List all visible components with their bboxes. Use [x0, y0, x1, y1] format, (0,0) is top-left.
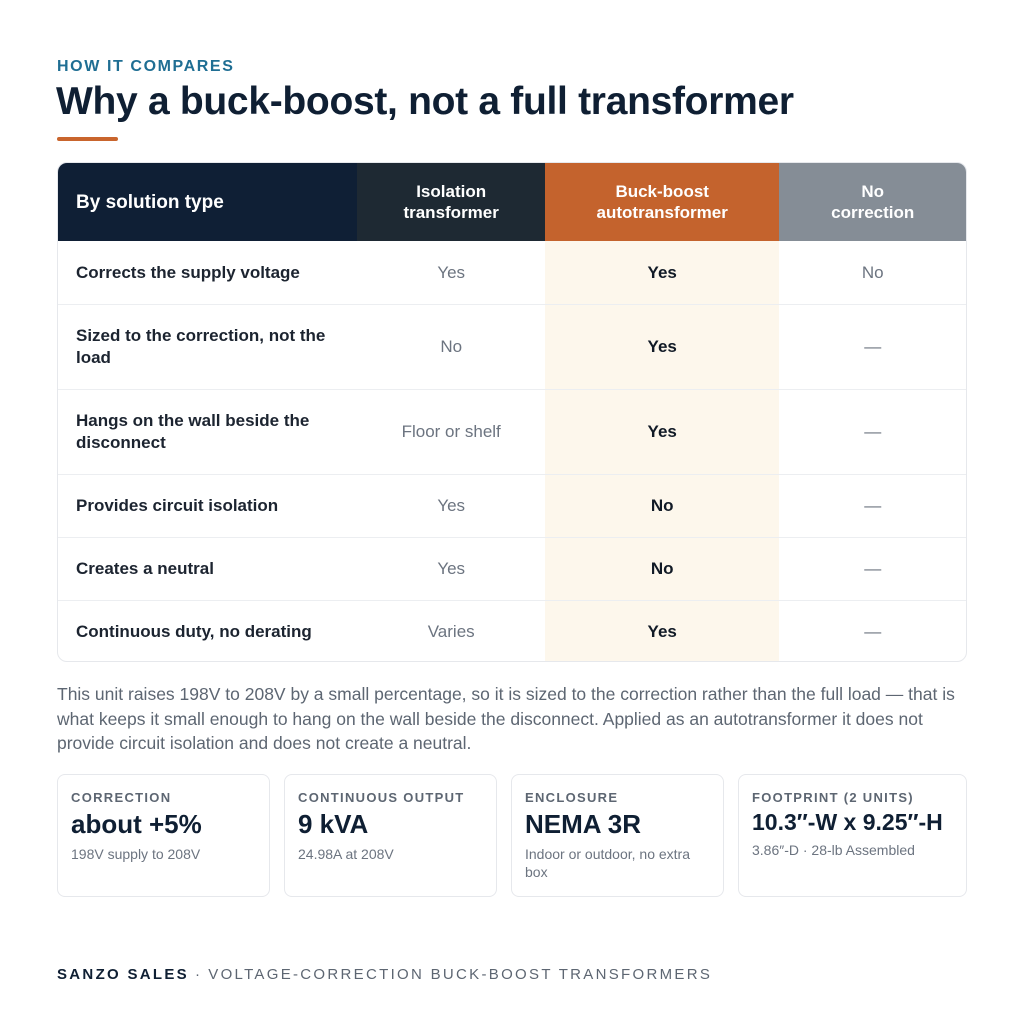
footer-separator: ·: [194, 966, 203, 983]
column-header-solution-type: By solution type: [58, 163, 358, 241]
row-feature: Sized to the correction, not the load: [76, 326, 326, 367]
row-feature: Provides circuit isolation: [76, 496, 279, 515]
brand-name: SANZO SALES: [57, 966, 189, 983]
spec-card-footprint: FOOTPRINT (2 UNITS) 10.3″-W x 9.25″-H 3.…: [738, 774, 967, 897]
section-eyebrow: HOW IT COMPARES: [57, 58, 235, 75]
card-label: ENCLOSURE: [525, 790, 619, 805]
table-row: Sized to the correction, not the load No…: [58, 304, 966, 389]
column-header-label: Buck-boost autotransformer: [596, 182, 728, 222]
card-subtext: 198V supply to 208V: [71, 846, 201, 862]
explanation-note: This unit raises 198V to 208V by a small…: [57, 684, 955, 753]
cell-isolation: Floor or shelf: [401, 422, 501, 441]
cell-buck-boost: No: [544, 475, 780, 537]
table-row: Hangs on the wall beside the disconnect …: [58, 389, 966, 474]
card-value: 10.3″-W x 9.25″-H: [752, 809, 943, 835]
card-label: CONTINUOUS OUTPUT: [298, 790, 465, 805]
table-row: Continuous duty, no derating Varies Yes …: [58, 600, 966, 661]
cell-buck-boost: Yes: [544, 305, 780, 389]
row-feature: Creates a neutral: [76, 559, 214, 578]
cell-buck-boost: No: [544, 538, 780, 600]
table-row: Corrects the supply voltage Yes Yes No: [58, 241, 966, 304]
column-header-label: No correction: [831, 182, 915, 222]
cell-no-correction: —: [864, 337, 882, 356]
cell-isolation: Yes: [437, 262, 466, 282]
cell-isolation: Yes: [437, 559, 466, 578]
cell-no-correction: —: [864, 622, 882, 641]
cell-isolation: Yes: [437, 496, 466, 515]
column-header-no-correction: No correction: [779, 163, 966, 241]
card-label: FOOTPRINT (2 UNITS): [752, 790, 914, 805]
cell-no-correction: No: [861, 262, 884, 282]
cell-no-correction: —: [864, 496, 882, 515]
cell-no-correction: —: [864, 422, 882, 441]
spec-card-enclosure: ENCLOSURE NEMA 3R Indoor or outdoor, no …: [511, 774, 724, 897]
table-row: Provides circuit isolation Yes No —: [58, 474, 966, 537]
card-subtext: 3.86″-D · 28-lb Assembled: [752, 842, 915, 858]
spec-card-correction: CORRECTION about +5% 198V supply to 208V: [57, 774, 270, 897]
cell-buck-boost: Yes: [544, 390, 780, 474]
footer-tagline: VOLTAGE-CORRECTION BUCK-BOOST TRANSFORME…: [208, 966, 713, 983]
column-header-label: Isolation transformer: [403, 182, 499, 222]
cell-isolation: Varies: [427, 622, 475, 641]
table-header: By solution type Isolation transformer B…: [58, 163, 966, 241]
card-value: 9 kVA: [298, 809, 369, 839]
card-subtext: 24.98A at 208V: [298, 846, 394, 862]
title-accent-rule: [57, 137, 118, 141]
table-body: Corrects the supply voltage Yes Yes No S…: [58, 241, 966, 661]
cell-no-correction: —: [864, 559, 882, 578]
row-feature: Continuous duty, no derating: [76, 622, 312, 641]
page-title: Why a buck-boost, not a full transformer: [56, 80, 794, 123]
footer: SANZO SALES · VOLTAGE-CORRECTION BUCK-BOOS…: [57, 966, 712, 983]
spec-card-continuous-output: CONTINUOUS OUTPUT 9 kVA 24.98A at 208V: [284, 774, 497, 897]
table-row: Creates a neutral Yes No —: [58, 537, 966, 600]
cell-buck-boost: Yes: [544, 241, 780, 304]
cell-buck-boost: Yes: [544, 601, 780, 661]
card-value: about +5%: [71, 809, 202, 839]
comparison-table: By solution type Isolation transformer B…: [57, 162, 967, 662]
card-value: NEMA 3R: [525, 809, 642, 839]
row-feature: Corrects the supply voltage: [76, 262, 300, 282]
card-subtext: Indoor or outdoor, no extra box: [525, 846, 690, 880]
column-header-isolation-transformer: Isolation transformer: [357, 163, 545, 241]
card-label: CORRECTION: [71, 790, 172, 805]
column-header-buck-boost: Buck-boost autotransformer: [544, 163, 780, 241]
row-feature: Hangs on the wall beside the disconnect: [76, 411, 310, 452]
spec-cards: CORRECTION about +5% 198V supply to 208V…: [57, 774, 967, 897]
cell-isolation: No: [440, 337, 463, 356]
